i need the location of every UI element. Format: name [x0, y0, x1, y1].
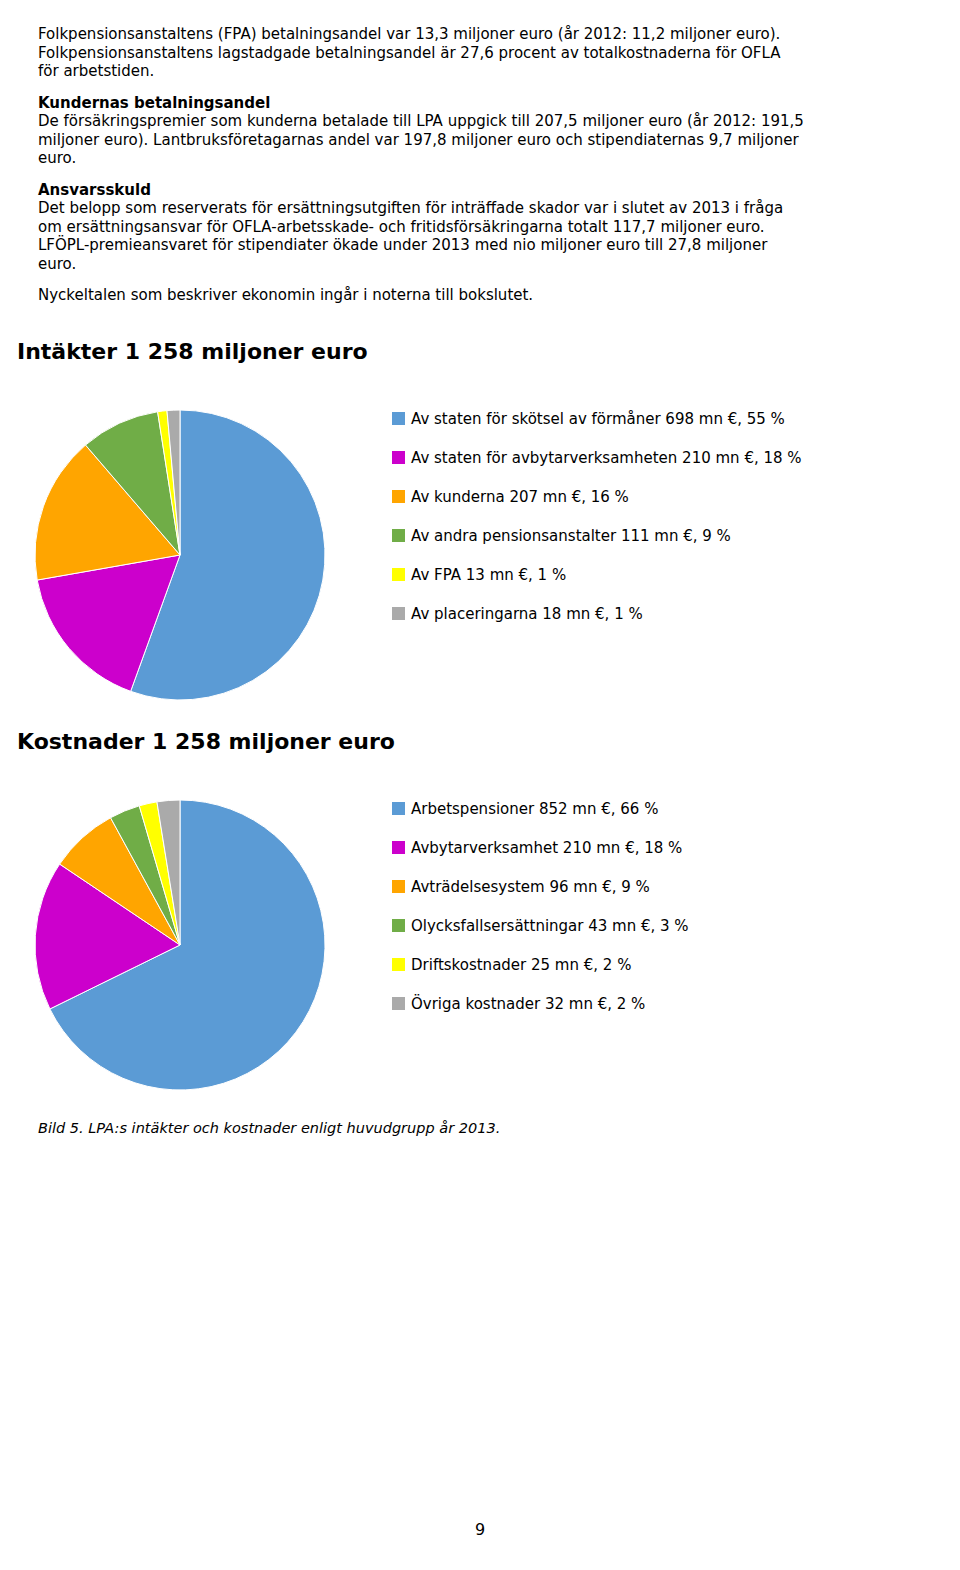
svg-text:Av staten för avbytarverksamhe: Av staten för avbytarverksamheten 210 mn…: [411, 449, 802, 467]
html-text:Kundernas betalningsandel: Kundernas betalningsandel: [38, 93, 271, 112]
svg-text:Av staten för skötsel av förmå: Av staten för skötsel av förmåner 698 mn…: [411, 410, 785, 428]
html-text:euro.: euro.: [38, 254, 77, 273]
html-text:miljoner euro). Lantbruksföret: miljoner euro). Lantbruksföretagarnas an…: [38, 130, 799, 149]
html-text:för arbetstiden.: för arbetstiden.: [38, 62, 155, 80]
html-text:euro.: euro.: [38, 149, 77, 167]
html-text:Det belopp som reserverats för: Det belopp som reserverats för ersättnin…: [38, 199, 784, 217]
svg-text:Av FPA 13 mn €, 1 %: Av FPA 13 mn €, 1 %: [411, 566, 566, 584]
svg-text:Intäkter 1 258 miljoner euro: Intäkter 1 258 miljoner euro: [17, 339, 368, 364]
html-text:Bild 5. LPA:s intäkter och kos: Bild 5. LPA:s intäkter och kostnader enl…: [38, 1120, 501, 1136]
html-text:om ersättningsansvar för OFLA-: om ersättningsansvar för OFLA-arbetsskad…: [38, 217, 765, 236]
html-text:Folkpensionsanstaltens lagstad: Folkpensionsanstaltens lagstadgade betal…: [38, 43, 781, 62]
svg-text:Olycksfallsersättningar 43 mn: Olycksfallsersättningar 43 mn €, 3 %: [411, 917, 689, 935]
html-text:De försäkringspremier som kund: De försäkringspremier som kunderna betal…: [38, 112, 804, 130]
html-text:Nyckeltalen som beskriver ekon: Nyckeltalen som beskriver ekonomin ingår…: [38, 286, 534, 304]
html-text:LFÖPL-premieansvaret för stipe: LFÖPL-premieansvaret för stipendiater ök…: [38, 236, 768, 254]
svg-text:Av kunderna 207 mn €, 16 %: Av kunderna 207 mn €, 16 %: [411, 488, 629, 506]
html-text:9: 9: [474, 1520, 486, 1539]
svg-text:Av placeringarna 18 mn €, 1 %: Av placeringarna 18 mn €, 1 %: [411, 605, 643, 623]
svg-text:Övriga kostnader 32 mn €, 2 %: Övriga kostnader 32 mn €, 2 %: [411, 994, 645, 1013]
svg-text:Arbetspensioner 852 mn €, 66 %: Arbetspensioner 852 mn €, 66 %: [411, 800, 658, 818]
svg-text:Kostnader 1 258 miljoner euro: Kostnader 1 258 miljoner euro: [17, 729, 395, 754]
svg-text:Avträdelsesystem 96 mn €, 9 %: Avträdelsesystem 96 mn €, 9 %: [411, 878, 650, 896]
svg-text:Av andra pensionsanstalter 111: Av andra pensionsanstalter 111 mn €, 9 %: [411, 527, 731, 545]
html-text:Folkpensionsanstaltens (FPA) b: Folkpensionsanstaltens (FPA) betalningsa…: [38, 25, 781, 43]
html-text:Ansvarsskuld: Ansvarsskuld: [38, 180, 151, 199]
svg-text:Driftskostnader 25 mn €, 2 %: Driftskostnader 25 mn €, 2 %: [411, 956, 631, 974]
svg-text:Avbytarverksamhet 210 mn €, 18: Avbytarverksamhet 210 mn €, 18 %: [411, 839, 682, 857]
